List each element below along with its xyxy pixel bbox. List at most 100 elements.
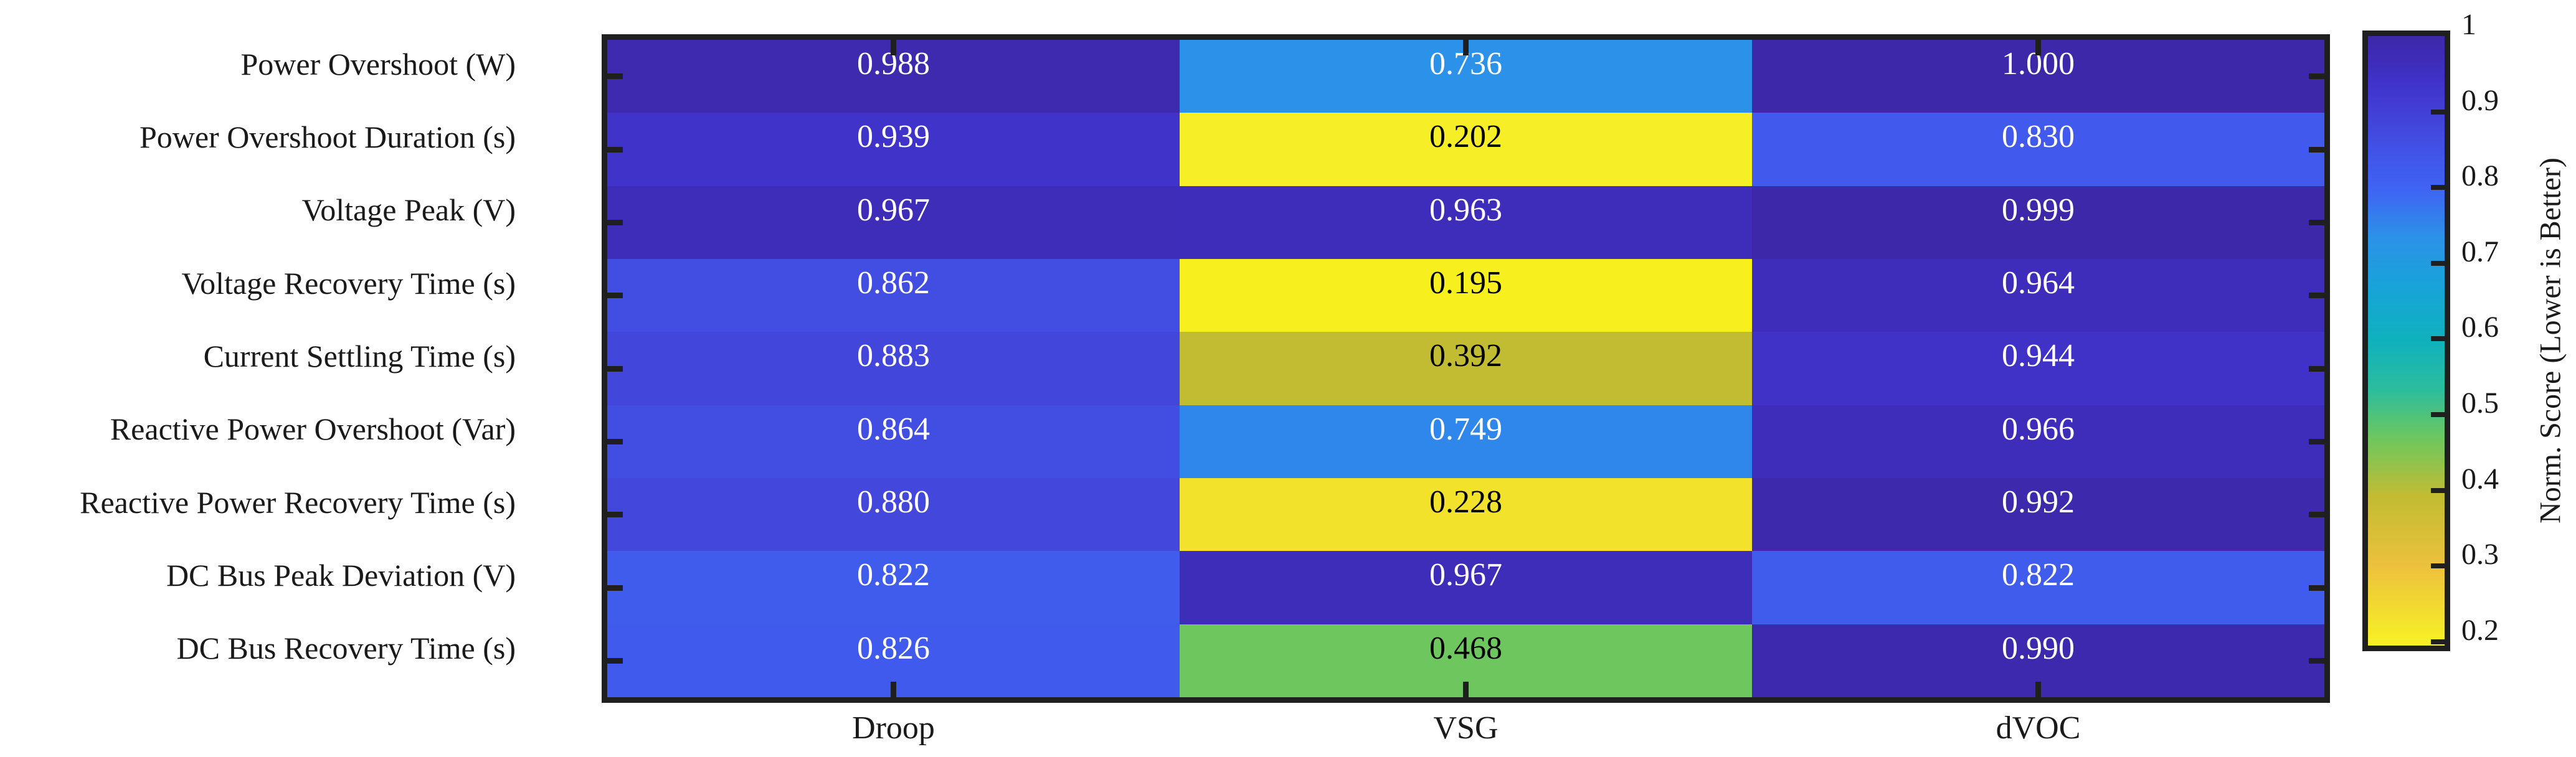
row-label: Power Overshoot (W) bbox=[240, 46, 516, 82]
x-axis-label: dVOC bbox=[1996, 710, 2081, 746]
heatmap-cell: 0.822 bbox=[1752, 551, 2324, 624]
row-label: Reactive Power Overshoot (Var) bbox=[110, 411, 516, 447]
axis-tick bbox=[891, 682, 896, 697]
cell-value: 0.964 bbox=[2002, 265, 2075, 301]
cell-value: 0.883 bbox=[857, 338, 930, 374]
cell-value: 0.830 bbox=[2002, 119, 2075, 155]
colorbar-tick bbox=[2431, 487, 2445, 493]
x-axis-label: Droop bbox=[852, 710, 935, 746]
heatmap-cell: 0.944 bbox=[1752, 332, 2324, 405]
heatmap-cell: 0.963 bbox=[1180, 186, 1752, 259]
cell-value: 0.963 bbox=[1429, 192, 1502, 228]
colorbar-tick-label: 0.2 bbox=[2461, 613, 2499, 647]
cell-value: 0.944 bbox=[2002, 338, 2075, 374]
axis-tick bbox=[2309, 657, 2324, 664]
axis-tick bbox=[2035, 40, 2041, 55]
colorbar-tick-label: 0.8 bbox=[2461, 159, 2499, 193]
axis-tick bbox=[607, 73, 623, 80]
heatmap-cell: 0.228 bbox=[1180, 478, 1752, 552]
heatmap-cells: 0.988 0.736 1.000 0.939 0.202 0.830 0.967 0.963… bbox=[607, 40, 2324, 697]
colorbar-axis-label: Norm. Score (Lower is Better) bbox=[2534, 158, 2567, 524]
axis-tick bbox=[607, 219, 623, 225]
colorbar-tick-label: 0.7 bbox=[2461, 235, 2499, 268]
heatmap-cell: 0.822 bbox=[607, 551, 1180, 624]
axis-tick bbox=[2309, 365, 2324, 372]
axis-tick bbox=[891, 40, 896, 55]
row-label: Voltage Recovery Time (s) bbox=[181, 265, 516, 301]
row-label: Reactive Power Recovery Time (s) bbox=[80, 484, 516, 520]
colorbar-tick-label: 0.4 bbox=[2461, 462, 2499, 496]
colorbar-tick-label: 0.6 bbox=[2461, 311, 2499, 344]
heatmap-cell: 0.967 bbox=[1180, 551, 1752, 624]
heatmap-cell: 0.749 bbox=[1180, 405, 1752, 478]
cell-value: 0.990 bbox=[2002, 630, 2075, 666]
axis-tick bbox=[2309, 219, 2324, 225]
cell-value: 0.864 bbox=[857, 411, 930, 447]
row-label: DC Bus Recovery Time (s) bbox=[176, 631, 516, 666]
heatmap-cell: 0.195 bbox=[1180, 259, 1752, 332]
axis-tick bbox=[2309, 293, 2324, 299]
row-label: Voltage Peak (V) bbox=[301, 192, 516, 228]
axis-tick bbox=[2309, 146, 2324, 153]
heatmap-cell: 0.864 bbox=[607, 405, 1180, 478]
colorbar-tick bbox=[2431, 563, 2445, 569]
cell-value: 0.822 bbox=[857, 557, 930, 593]
colorbar-tick-label: 0.5 bbox=[2461, 387, 2499, 420]
axis-tick bbox=[607, 146, 623, 153]
axis-tick bbox=[607, 512, 623, 518]
axis-tick bbox=[2309, 438, 2324, 444]
heatmap-cell: 0.939 bbox=[607, 113, 1180, 186]
cell-value: 0.880 bbox=[857, 484, 930, 520]
heatmap-cell: 0.392 bbox=[1180, 332, 1752, 405]
axis-tick bbox=[607, 293, 623, 299]
axis-tick bbox=[607, 657, 623, 664]
row-label: Current Settling Time (s) bbox=[203, 339, 516, 374]
cell-value: 0.992 bbox=[2002, 484, 2075, 520]
cell-value: 0.862 bbox=[857, 265, 930, 301]
heatmap-cell: 0.992 bbox=[1752, 478, 2324, 552]
colorbar-tick bbox=[2431, 412, 2445, 418]
cell-value: 0.822 bbox=[2002, 557, 2075, 593]
axis-tick bbox=[2309, 73, 2324, 80]
heatmap-cell: 0.967 bbox=[607, 186, 1180, 259]
cell-value: 0.468 bbox=[1429, 630, 1502, 666]
colorbar-tick bbox=[2431, 185, 2445, 190]
cell-value: 0.967 bbox=[857, 192, 930, 228]
heatmap-cell: 0.202 bbox=[1180, 113, 1752, 186]
axis-tick bbox=[607, 585, 623, 591]
axis-tick bbox=[1463, 40, 1469, 55]
colorbar-tick bbox=[2431, 109, 2445, 115]
colorbar-tick-label: 0.9 bbox=[2461, 83, 2499, 117]
cell-value: 0.749 bbox=[1429, 411, 1502, 447]
heatmap-plot: 0.988 0.736 1.000 0.939 0.202 0.830 0.967 0.963… bbox=[602, 34, 2330, 703]
cell-value: 0.392 bbox=[1429, 338, 1502, 374]
heatmap-cell: 0.964 bbox=[1752, 259, 2324, 332]
colorbar-tick bbox=[2431, 639, 2445, 644]
axis-tick bbox=[607, 365, 623, 372]
axis-tick bbox=[607, 438, 623, 444]
colorbar-tick bbox=[2431, 336, 2445, 342]
cell-value: 0.228 bbox=[1429, 484, 1502, 520]
x-axis-label: VSG bbox=[1433, 710, 1499, 746]
heatmap-cell: 0.999 bbox=[1752, 186, 2324, 259]
colorbar bbox=[2362, 31, 2450, 651]
cell-value: 0.826 bbox=[857, 630, 930, 666]
axis-tick bbox=[2309, 512, 2324, 518]
row-label: Power Overshoot Duration (s) bbox=[139, 120, 516, 154]
axis-tick bbox=[1463, 682, 1469, 697]
axis-tick bbox=[2309, 585, 2324, 591]
cell-value: 0.999 bbox=[2002, 192, 2075, 228]
cell-value: 0.939 bbox=[857, 119, 930, 155]
heatmap-cell: 0.880 bbox=[607, 478, 1180, 552]
heatmap-cell: 0.830 bbox=[1752, 113, 2324, 186]
colorbar-tick-label: 0.3 bbox=[2461, 538, 2499, 571]
cell-value: 0.202 bbox=[1429, 119, 1502, 155]
heatmap-cell: 0.736 bbox=[1180, 40, 1752, 113]
cell-value: 0.195 bbox=[1429, 265, 1502, 301]
heatmap-cell: 0.966 bbox=[1752, 405, 2324, 478]
heatmap-cell: 0.862 bbox=[607, 259, 1180, 332]
cell-value: 0.966 bbox=[2002, 411, 2075, 447]
colorbar-tick bbox=[2431, 260, 2445, 266]
axis-tick bbox=[2035, 682, 2041, 697]
